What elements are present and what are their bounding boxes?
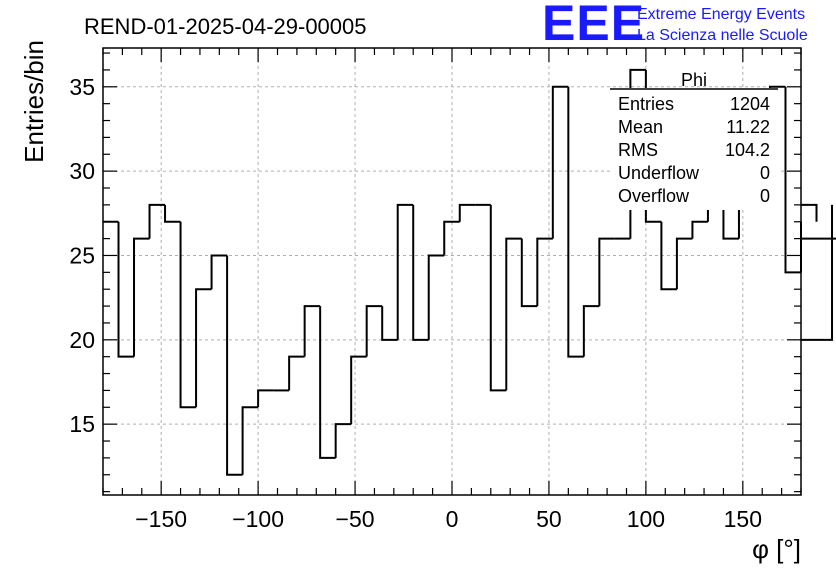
histogram-bin: [536, 237, 553, 307]
histogram-bin: [784, 86, 801, 274]
histogram-bin: [210, 254, 228, 290]
histogram-bin: [412, 204, 429, 341]
histogram-bin: [241, 406, 259, 475]
y-axis-title: Entries/bin: [19, 40, 49, 163]
stats-row-label: Mean: [618, 117, 663, 137]
x-tick-label: 50: [536, 506, 562, 532]
histogram-bin: [660, 221, 677, 291]
axes: −150 −100 −50 0 50 100 150 15 20 25 30 35: [69, 47, 802, 532]
histogram-bin: [303, 305, 321, 357]
histogram-bin: [801, 204, 834, 341]
histogram-bin: [801, 203, 818, 222]
histogram-bin: [117, 221, 135, 358]
x-tick-label: 0: [446, 506, 459, 532]
histogram-bin: [598, 237, 615, 307]
stats-row-label: Overflow: [618, 186, 690, 206]
histogram-bin: [443, 220, 460, 256]
histogram-bin: [195, 288, 212, 408]
histogram-bin: [551, 85, 569, 239]
histogram-bin: [396, 203, 414, 340]
histogram-bin: [148, 203, 166, 239]
stats-row-label: RMS: [618, 140, 658, 160]
histogram-bin: [505, 237, 522, 391]
y-tick-label: 15: [69, 411, 95, 437]
y-tick-label: 25: [69, 242, 95, 268]
histogram-bin: [257, 389, 274, 408]
histogram-bin: [489, 204, 507, 392]
eee-logo-mark: EEE: [542, 0, 645, 51]
x-axis-title: φ [°]: [752, 534, 801, 564]
stats-row-label: Underflow: [618, 163, 700, 183]
eee-logo-line1: Extreme Energy Events: [637, 6, 805, 23]
x-tick-label: 150: [724, 506, 762, 532]
stats-row-value: 1204: [730, 94, 770, 114]
histogram-bin: [520, 238, 538, 308]
histogram-bin: [427, 254, 445, 340]
histogram-bin: [226, 255, 243, 476]
x-tick-label: −50: [336, 506, 375, 532]
histogram-bin: [179, 221, 197, 409]
histogram-bars: [103, 68, 836, 476]
eee-logo-line2: La Scienza nelle Scuole: [637, 27, 808, 44]
x-tick-label: −100: [232, 506, 284, 532]
stats-box: Phi Entries 1204 Mean 11.22 RMS 104.2 Underflo…: [610, 70, 778, 210]
y-tick-label: 30: [69, 158, 95, 184]
x-tick-label: 100: [627, 506, 665, 532]
histogram-bin: [458, 203, 476, 222]
histogram-bin: [133, 237, 150, 357]
x-tick-label: −150: [135, 506, 187, 532]
stats-row-value: 104.2: [725, 140, 770, 160]
stats-row-value: 0: [760, 186, 770, 206]
histogram-bin: [567, 86, 584, 358]
chart-title: REND-01-2025-04-29-00005: [84, 14, 367, 39]
histogram-bin: [365, 305, 383, 357]
histogram-bin: [381, 306, 398, 341]
histogram-bin: [350, 355, 367, 425]
histogram-bin: [334, 423, 352, 458]
stats-box-background: [610, 88, 778, 210]
histogram-bin: [288, 355, 305, 391]
eee-logo: EEE Extreme Energy Events La Scienza nel…: [542, 0, 808, 51]
histogram-bin: [691, 220, 708, 239]
histogram-bin: [582, 305, 600, 357]
stats-box-rows: Entries 1204 Mean 11.22 RMS 104.2 Underflow 0 Ov…: [618, 94, 770, 206]
y-tick-label: 35: [69, 74, 95, 100]
histogram-bin: [801, 237, 836, 240]
histogram-bin: [675, 237, 693, 290]
y-tick-label: 20: [69, 327, 95, 353]
histogram-bin: [164, 204, 181, 223]
stats-box-name: Phi: [681, 70, 707, 90]
stats-row-value: 11.22: [726, 117, 770, 137]
stats-row-label: Entries: [618, 94, 674, 114]
histogram-bin: [722, 204, 739, 240]
stats-row-value: 0: [760, 163, 770, 183]
histogram-bin: [319, 306, 336, 459]
